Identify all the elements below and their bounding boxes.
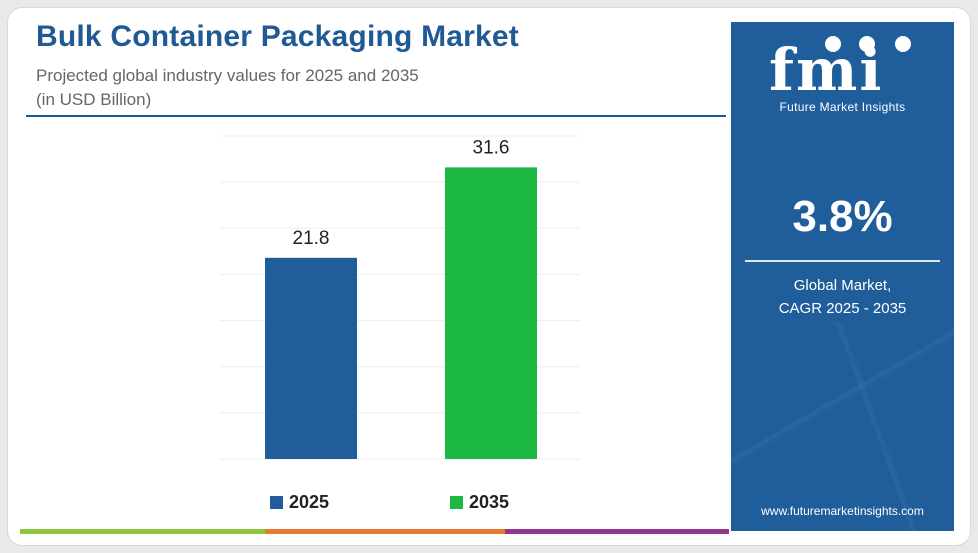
subtitle-line-1: Projected global industry values for 202…: [36, 66, 419, 85]
logo-company-name: Future Market Insights: [779, 100, 906, 114]
fmi-logo: fmi Future Market Insights: [731, 32, 954, 122]
cagr-label: Global Market, CAGR 2025 - 2035: [731, 274, 954, 320]
legend-label-2035: 2035: [469, 492, 509, 512]
accent-segment-orange: [265, 529, 505, 534]
legend-label-2025: 2025: [289, 492, 329, 512]
cagr-label-line-2: CAGR 2025 - 2035: [778, 300, 907, 317]
website-link[interactable]: www.futuremarketinsights.com: [761, 504, 924, 518]
cagr-divider: [745, 260, 940, 262]
legend-swatch-2035: [450, 496, 463, 509]
title-divider: [26, 115, 726, 117]
infographic-card: Bulk Container Packaging Market Projecte…: [8, 8, 970, 545]
data-label-2025: 21.8: [293, 228, 330, 249]
chart-subtitle: Projected global industry values for 202…: [36, 64, 676, 112]
accent-segment-purple: [505, 529, 729, 534]
cagr-value: 3.8%: [792, 192, 893, 241]
color-accent-bar: [20, 529, 729, 534]
chart-title: Bulk Container Packaging Market: [36, 20, 519, 53]
logo-figure-2-icon: [859, 36, 875, 52]
logo-figures-icon: [823, 36, 923, 58]
legend-swatch-2025: [270, 496, 283, 509]
accent-segment-green: [20, 529, 265, 534]
bar-2035: [445, 167, 537, 459]
logo-figure-3-icon: [895, 36, 911, 52]
data-label-2035: 31.6: [473, 137, 510, 158]
bar-chart: 21.8 31.6 2025 2035: [220, 135, 580, 512]
bar-2025: [265, 257, 357, 459]
subtitle-line-2: (in USD Billion): [36, 90, 152, 109]
logo-figure-1-icon: [825, 36, 841, 52]
cagr-label-line-1: Global Market,: [793, 277, 892, 294]
fmi-sidebar: fmi Future Market Insights 3.8% Global M…: [731, 22, 954, 531]
